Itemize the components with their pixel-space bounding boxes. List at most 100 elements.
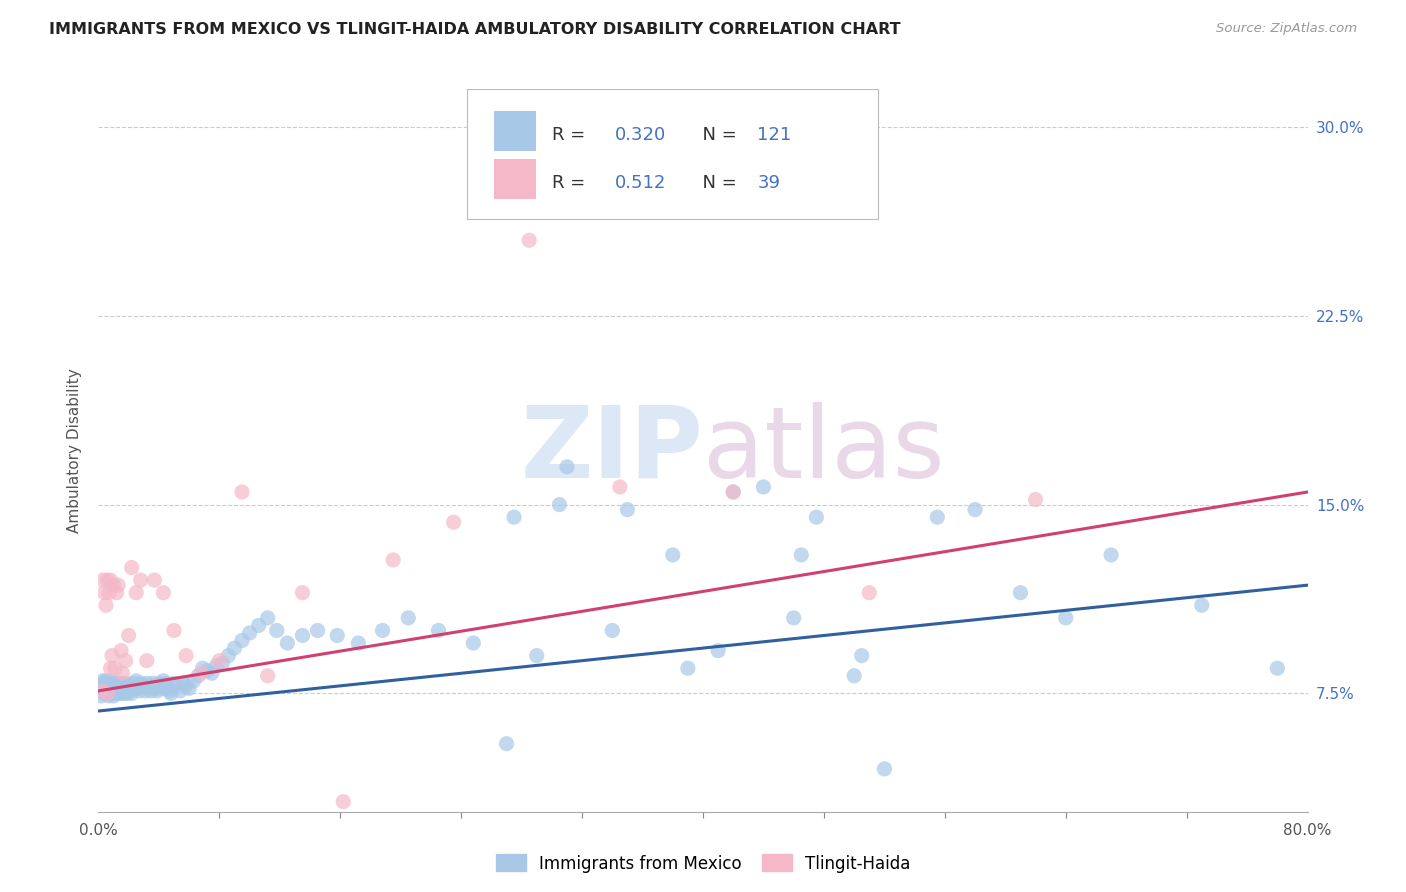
Point xyxy=(723,485,745,500)
Text: N =: N = xyxy=(690,126,742,144)
Point xyxy=(172,676,194,690)
Point xyxy=(96,686,118,700)
Point xyxy=(103,578,125,592)
Point xyxy=(179,681,201,696)
Point xyxy=(806,510,828,524)
Point xyxy=(134,684,156,698)
Point xyxy=(396,611,419,625)
Point xyxy=(276,636,298,650)
Point xyxy=(211,656,233,670)
Point xyxy=(602,624,624,638)
Point xyxy=(517,233,540,247)
Point xyxy=(347,636,370,650)
Point xyxy=(616,502,638,516)
Point xyxy=(91,673,114,688)
Point xyxy=(163,624,186,638)
Point xyxy=(90,684,112,698)
Text: Source: ZipAtlas.com: Source: ZipAtlas.com xyxy=(1216,22,1357,36)
Point xyxy=(94,673,117,688)
Point xyxy=(143,679,166,693)
Point xyxy=(101,648,124,663)
Point xyxy=(1054,611,1077,625)
Point xyxy=(112,686,135,700)
Point xyxy=(174,679,197,693)
Point xyxy=(1024,492,1046,507)
Point xyxy=(332,795,354,809)
Point xyxy=(135,654,157,668)
Point xyxy=(114,676,136,690)
Point xyxy=(326,628,349,642)
Point xyxy=(114,684,136,698)
Text: ZIP: ZIP xyxy=(520,402,703,499)
Point xyxy=(873,762,896,776)
Text: 0.320: 0.320 xyxy=(614,126,666,144)
Point xyxy=(98,585,121,599)
Point xyxy=(783,611,806,625)
Point xyxy=(152,673,174,688)
Point xyxy=(129,676,152,690)
Point xyxy=(555,459,578,474)
Point xyxy=(108,684,131,698)
Point xyxy=(91,573,114,587)
Point xyxy=(100,686,122,700)
Point xyxy=(98,676,121,690)
Text: atlas: atlas xyxy=(703,402,945,499)
Point xyxy=(224,641,246,656)
Point xyxy=(190,666,212,681)
Point xyxy=(100,573,122,587)
Point xyxy=(104,679,127,693)
Point xyxy=(94,599,117,613)
Point xyxy=(965,502,987,516)
Point xyxy=(94,679,117,693)
Point xyxy=(291,628,314,642)
Point xyxy=(548,498,571,512)
Point xyxy=(114,654,136,668)
Point xyxy=(93,686,115,700)
Point xyxy=(858,585,880,599)
Point xyxy=(115,686,138,700)
Point xyxy=(141,684,163,698)
Point xyxy=(112,679,135,693)
Legend: Immigrants from Mexico, Tlingit-Haida: Immigrants from Mexico, Tlingit-Haida xyxy=(489,847,917,880)
Point xyxy=(156,681,179,696)
Point xyxy=(121,686,143,700)
Point xyxy=(120,679,142,693)
Point xyxy=(118,628,141,642)
Point xyxy=(107,578,129,592)
Point xyxy=(191,661,214,675)
Point xyxy=(231,633,253,648)
Point xyxy=(174,648,197,663)
Point xyxy=(118,684,141,698)
Point xyxy=(93,585,115,599)
Point xyxy=(183,673,205,688)
Point xyxy=(115,679,138,693)
Point xyxy=(844,669,866,683)
Point xyxy=(103,681,125,696)
Point xyxy=(125,585,148,599)
Point xyxy=(208,654,231,668)
Point xyxy=(723,485,745,500)
Point xyxy=(160,686,183,700)
Point xyxy=(503,510,526,524)
Point xyxy=(256,669,278,683)
Point xyxy=(201,666,224,681)
Point xyxy=(307,624,329,638)
Point xyxy=(1191,599,1213,613)
Point xyxy=(110,686,132,700)
Text: IMMIGRANTS FROM MEXICO VS TLINGIT-HAIDA AMBULATORY DISABILITY CORRELATION CHART: IMMIGRANTS FROM MEXICO VS TLINGIT-HAIDA … xyxy=(49,22,901,37)
Point xyxy=(427,624,450,638)
Point xyxy=(661,548,683,562)
Point xyxy=(111,676,134,690)
Point xyxy=(371,624,394,638)
Point xyxy=(108,676,131,690)
Point xyxy=(100,673,122,688)
Point xyxy=(145,681,167,696)
FancyBboxPatch shape xyxy=(467,89,879,219)
Point xyxy=(135,676,157,690)
Point xyxy=(111,666,134,681)
Point xyxy=(110,679,132,693)
Point xyxy=(266,624,288,638)
Point xyxy=(231,485,253,500)
Bar xyxy=(494,160,536,199)
Text: 39: 39 xyxy=(758,174,780,192)
